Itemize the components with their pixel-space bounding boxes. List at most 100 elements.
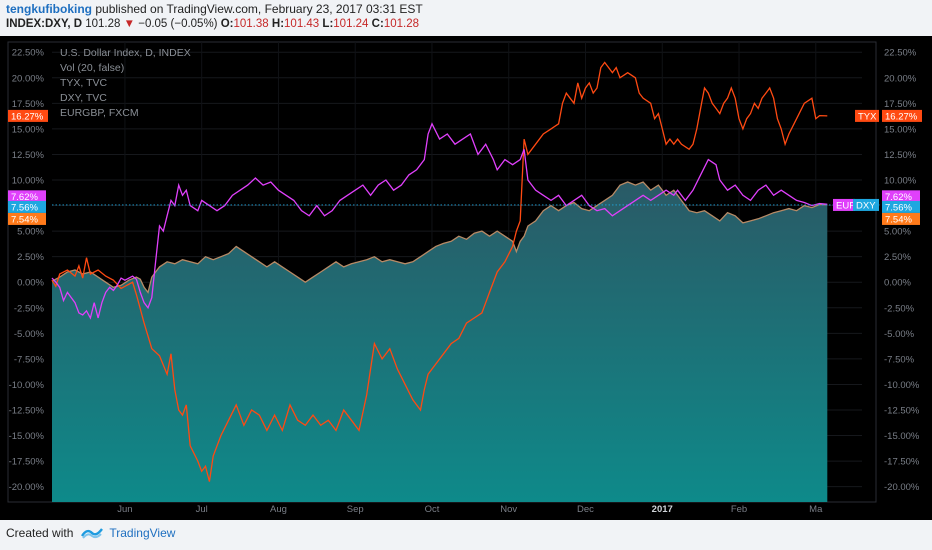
badge-right-eurgbp: 7.62% (885, 192, 912, 203)
x-tick-label: Ma (809, 504, 823, 515)
badge-right-extra: 7.54% (885, 214, 912, 225)
x-tick-label: Feb (731, 504, 747, 515)
y-tick-label-right: 12.50% (884, 150, 917, 161)
series-line-tyx (51, 61, 828, 482)
legend-main: U.S. Dollar Index, D, INDEX (60, 47, 191, 59)
series-label-dxy: DXY (856, 200, 876, 211)
x-tick-label: 2017 (652, 504, 673, 515)
low-value: 101.24 (333, 18, 369, 30)
y-tick-label-left: -2.50% (14, 303, 45, 314)
y-tick-label-left: 10.00% (12, 176, 45, 187)
y-tick-label-right: 15.00% (884, 124, 917, 135)
footer: Created with TradingView (6, 526, 175, 540)
y-tick-label-right: 0.00% (884, 278, 911, 289)
legend-item-vol: Vol (20, false) (60, 62, 125, 74)
legend-item-tyx: TYX, TVC (60, 77, 108, 89)
y-tick-label-left: 5.00% (17, 227, 44, 238)
y-tick-label-right: -7.50% (884, 354, 915, 365)
y-tick-label-right: 17.50% (884, 99, 917, 110)
series-lines (51, 61, 880, 482)
y-tick-label-right: 20.00% (884, 73, 917, 84)
badge-left-tyx-bg (8, 109, 48, 122)
x-tick-label: Aug (270, 504, 287, 515)
x-tick-label: Oct (425, 504, 440, 515)
y-tick-label-right: 2.50% (884, 252, 911, 263)
published-text: published on TradingView.com, February 2… (95, 2, 423, 16)
badge-left-extra: 7.54% (11, 214, 38, 225)
x-axis: Jun Jul Aug Sep Oct Nov Dec 2017 Feb Ma (117, 504, 823, 515)
legend-item-dxy: DXY, TVC (60, 92, 107, 104)
series-label-dxy-bg (853, 198, 879, 211)
y-tick-label-right: 5.00% (884, 227, 911, 238)
series-label-tyx: TYX (858, 111, 877, 122)
badge-left-eurgbp-bg (8, 190, 46, 203)
badge-left-tyx: 16.27% (11, 111, 44, 122)
price-value: 101.28 (85, 18, 121, 30)
x-tick-label: Nov (500, 504, 517, 515)
y-tick-label-left: 20.00% (12, 73, 45, 84)
symbol-label: INDEX:DXY, D (6, 18, 83, 30)
down-arrow-icon: ▼ (123, 18, 136, 30)
badge-left-eurgbp: 7.62% (11, 192, 38, 203)
close-label: C: (371, 18, 384, 30)
open-label: O: (220, 18, 234, 30)
y-tick-label-left: 2.50% (17, 252, 44, 263)
low-label: L: (322, 18, 334, 30)
x-tick-label: Dec (577, 504, 594, 515)
badge-right-tyx-bg (882, 109, 922, 122)
y-tick-label-right: -15.00% (884, 431, 920, 442)
series-line-dxy (51, 181, 828, 294)
y-tick-label-left: 12.50% (12, 150, 45, 161)
y-tick-label-left: 15.00% (12, 124, 45, 135)
author-link[interactable]: tengkufiboking (6, 2, 92, 16)
y-tick-label-left: -5.00% (14, 329, 45, 340)
y-tick-label-left: -17.50% (9, 457, 45, 468)
series-label-tyx-bg (855, 109, 879, 122)
badge-left-dxy: 7.56% (11, 202, 38, 213)
chart-area[interactable]: 22.50% 22.50% 20.00% 20.00% 17.50% 17.50% 15.0… (0, 36, 932, 520)
y-tick-label-left: -7.50% (14, 354, 45, 365)
y-tick-label-right: -20.00% (884, 482, 920, 493)
y-tick-label-right: 10.00% (884, 176, 917, 187)
y-tick-label-left: 0.00% (17, 278, 44, 289)
x-tick-label: Sep (347, 504, 364, 515)
y-tick-label-left: 17.50% (12, 99, 45, 110)
x-tick-label: Jul (196, 504, 208, 515)
badge-right-eurgbp-bg (882, 190, 920, 203)
y-tick-label-right: 22.50% (884, 48, 917, 59)
y-tick-label-right: -10.00% (884, 380, 920, 391)
y-tick-label-right: -12.50% (884, 406, 920, 417)
open-value: 101.38 (233, 18, 269, 30)
y-tick-label-left: -15.00% (9, 431, 45, 442)
y-tick-label-left: -20.00% (9, 482, 45, 493)
badge-right-dxy: 7.56% (885, 202, 912, 213)
chart-svg[interactable]: 22.50% 22.50% 20.00% 20.00% 17.50% 17.50% 15.0… (0, 36, 932, 520)
tradingview-logo-icon (81, 528, 104, 539)
y-tick-label-right: -2.50% (884, 303, 915, 314)
ohlc-line: INDEX:DXY, D 101.28 ▼ −0.05 (−0.05%) O:1… (6, 17, 419, 32)
x-tick-label: Jun (117, 504, 132, 515)
badge-right-tyx: 16.27% (885, 111, 918, 122)
high-value: 101.43 (284, 18, 320, 30)
y-tick-label-left: 22.50% (12, 48, 45, 59)
y-tick-label-left: -10.00% (9, 380, 45, 391)
y-tick-label-right: -17.50% (884, 457, 920, 468)
badge-left-extra-bg (8, 212, 46, 225)
series-label-eurgbp: EUR (836, 200, 856, 211)
created-with-label: Created with (6, 526, 74, 540)
series-line-eurgbp (51, 122, 828, 320)
badge-left-dxy-bg (8, 200, 46, 213)
series-label-eurgbp-bg (833, 198, 855, 211)
publish-header: tengkufiboking published on TradingView.… (6, 2, 423, 17)
close-value: 101.28 (383, 18, 419, 30)
chart-legend: U.S. Dollar Index, D, INDEX Vol (20, fal… (60, 46, 191, 121)
y-tick-label-left: -12.50% (9, 406, 45, 417)
value-badges: 16.27%7.62%7.56%7.54%16.27%7.62%7.56%7.5… (8, 109, 922, 225)
tradingview-link[interactable]: TradingView (109, 526, 176, 540)
badge-right-extra-bg (882, 212, 920, 225)
y-tick-label-right: -5.00% (884, 329, 915, 340)
badge-right-dxy-bg (882, 200, 920, 213)
legend-item-eurgbp: EURGBP, FXCM (60, 107, 139, 119)
change-value: −0.05 (−0.05%) (138, 18, 218, 30)
high-label: H: (271, 18, 285, 30)
